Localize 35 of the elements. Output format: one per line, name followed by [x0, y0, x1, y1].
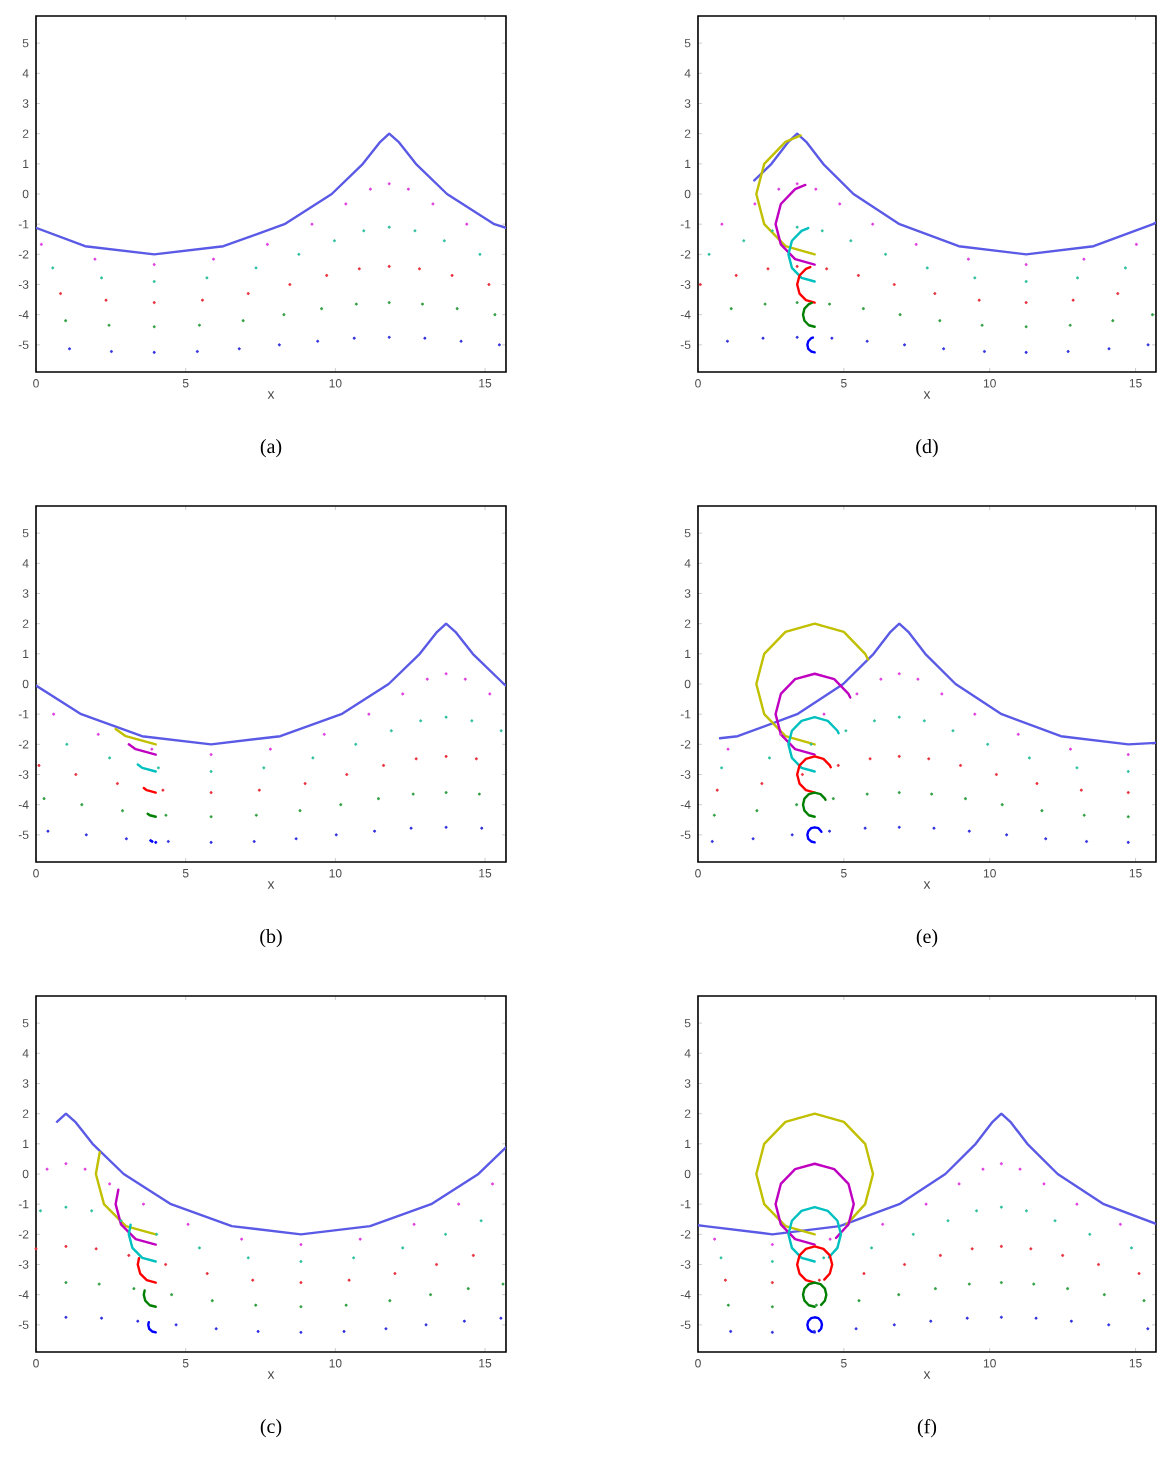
text: (c) — [260, 1419, 282, 1438]
text: (a) — [260, 439, 282, 458]
line-series — [806, 336, 816, 354]
line-series — [795, 755, 832, 794]
line-series — [801, 791, 827, 818]
text: (f) — [917, 1419, 937, 1438]
text: (d) — [916, 439, 938, 458]
line-series — [755, 1112, 875, 1236]
line-series — [94, 1151, 157, 1236]
line-series — [755, 622, 870, 746]
line-series — [801, 1281, 828, 1308]
line-series — [755, 134, 816, 256]
text: (b) — [260, 929, 282, 948]
line-series — [136, 1256, 157, 1284]
line-series — [774, 183, 816, 266]
line-series — [787, 1205, 843, 1263]
line-series — [36, 622, 506, 746]
line-series — [806, 1316, 824, 1334]
line-series — [127, 1223, 157, 1263]
line-series — [801, 301, 816, 328]
line-series — [774, 672, 852, 756]
line-series — [787, 226, 816, 283]
line-series — [795, 265, 816, 304]
line-series — [774, 1162, 855, 1246]
line-series — [787, 715, 840, 773]
text: (e) — [916, 929, 938, 948]
line-series — [55, 1112, 506, 1236]
line-series — [718, 622, 1156, 746]
line-series — [36, 132, 506, 256]
line-series — [806, 826, 823, 844]
line-series — [142, 1289, 157, 1308]
line-series — [795, 1245, 834, 1284]
line-series — [114, 1188, 157, 1246]
line-series — [753, 132, 1156, 256]
line-series — [697, 1112, 1156, 1236]
